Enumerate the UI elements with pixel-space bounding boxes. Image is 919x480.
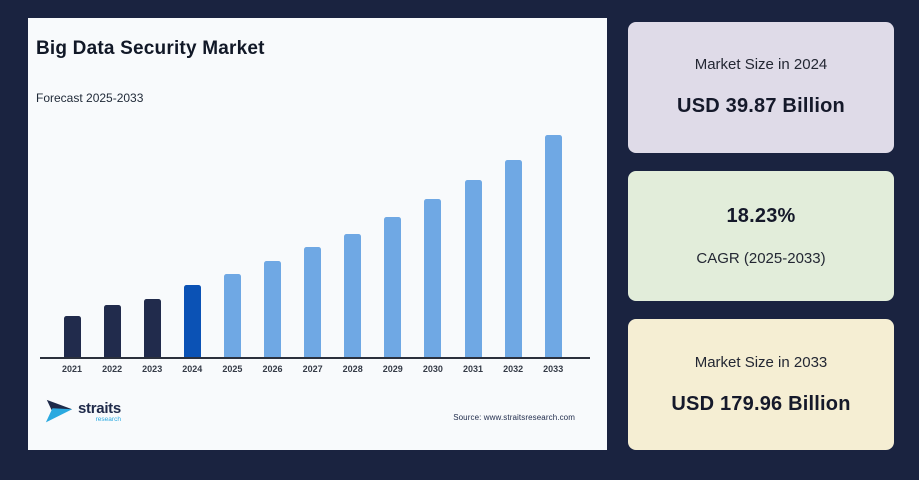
x-axis-label-2024: 2024 — [182, 364, 203, 374]
card-market-size-2033: Market Size in 2033 USD 179.96 Billion — [628, 319, 894, 451]
bar-2029 — [384, 217, 402, 357]
card-market-size-2024-value: USD 39.87 Billion — [677, 95, 845, 118]
bar-2026 — [264, 261, 281, 357]
logo-name: straits — [78, 399, 121, 417]
logo-arrow-icon — [45, 399, 73, 423]
bar-2023 — [143, 299, 161, 357]
card-cagr-label: CAGR (2025-2033) — [696, 250, 826, 267]
chart-subtitle: Forecast 2025-2033 — [36, 91, 144, 105]
x-axis-label-2025: 2025 — [222, 364, 243, 374]
chart-title: Big Data Security Market — [36, 38, 265, 59]
bar-chart: 2021 2022 2023 2024 2025 2026 2027 2028 2029 2030… — [28, 18, 607, 450]
bar-2028 — [344, 234, 362, 357]
x-axis-label-2030: 2030 — [422, 364, 443, 374]
x-axis-label-2031: 2031 — [462, 364, 484, 374]
source-attribution: Source: www.straitsresearch.com — [453, 413, 575, 422]
card-cagr-value: 18.23% — [726, 205, 796, 227]
bar-2021 — [63, 316, 81, 357]
bar-2024 — [183, 285, 201, 357]
bar-2031 — [464, 180, 482, 357]
straits-research-logo: straits research — [44, 397, 121, 427]
card-market-size-2024-label: Market Size in 2024 — [694, 56, 828, 74]
stat-cards: Market Size in 2024 USD 39.87 Billion 18.2… — [628, 22, 894, 451]
bar-2025 — [223, 274, 241, 357]
x-axis-line — [40, 357, 590, 359]
x-axis-label-2032: 2032 — [503, 364, 524, 374]
bar-2022 — [103, 305, 121, 357]
x-axis-label-2028: 2028 — [342, 364, 363, 374]
bar-2027 — [304, 247, 322, 357]
bar-2033 — [544, 135, 562, 357]
card-market-size-2024: Market Size in 2024 USD 39.87 Billion — [628, 22, 894, 153]
x-axis-label-2029: 2029 — [382, 364, 403, 374]
x-axis-label-2026: 2026 — [262, 364, 283, 374]
x-axis-label-2027: 2027 — [302, 364, 323, 374]
logo-subtext: research — [95, 415, 121, 423]
logo-text: straits research — [78, 401, 121, 424]
bar-2032 — [504, 160, 522, 357]
x-axis-label-2023: 2023 — [142, 364, 163, 374]
x-axis-label-2021: 2021 — [61, 364, 83, 374]
card-market-size-2033-label: Market Size in 2033 — [694, 353, 828, 371]
card-cagr: 18.23% CAGR (2025-2033) — [628, 170, 894, 302]
bar-2030 — [424, 199, 442, 357]
x-axis-label-2022: 2022 — [102, 364, 123, 374]
chart-panel: Big Data Security Market Forecast 2025-2… — [28, 18, 607, 450]
x-axis-label-2033: 2033 — [543, 364, 564, 374]
card-market-size-2033-value: USD 179.96 Billion — [671, 392, 851, 415]
